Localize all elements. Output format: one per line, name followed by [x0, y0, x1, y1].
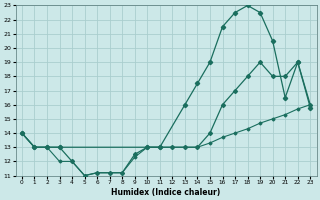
- X-axis label: Humidex (Indice chaleur): Humidex (Indice chaleur): [111, 188, 221, 197]
